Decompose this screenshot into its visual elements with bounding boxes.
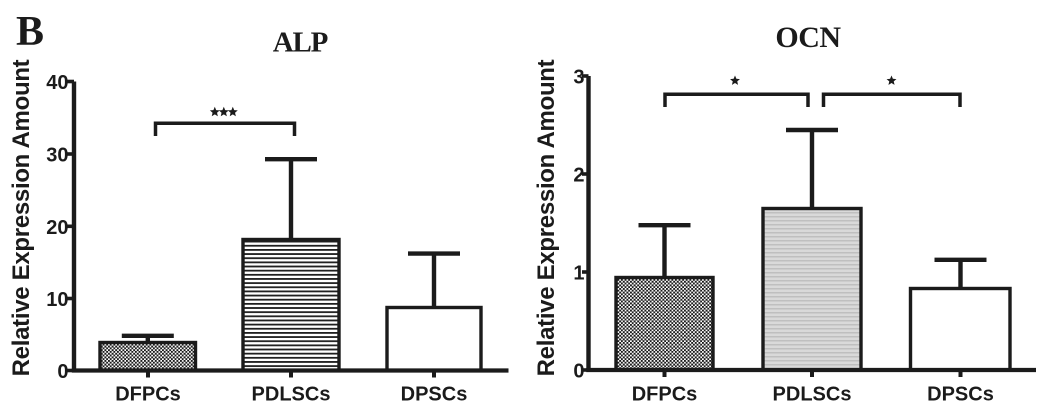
- svg-text:DFPCs: DFPCs: [115, 384, 181, 406]
- svg-text:B: B: [16, 9, 44, 55]
- svg-text:2: 2: [573, 165, 584, 187]
- svg-text:OCN: OCN: [775, 21, 841, 54]
- svg-text:Relative Expression Amount: Relative Expression Amount: [533, 59, 560, 376]
- svg-text:1: 1: [573, 263, 584, 285]
- svg-text:ALP: ALP: [273, 27, 328, 59]
- svg-text:40: 40: [46, 72, 68, 94]
- svg-text:DPSCs: DPSCs: [927, 384, 994, 406]
- svg-text:PDLSCs: PDLSCs: [773, 384, 852, 406]
- svg-text:DPSCs: DPSCs: [401, 384, 468, 406]
- svg-text:3: 3: [573, 67, 584, 89]
- svg-text:30: 30: [46, 145, 68, 167]
- svg-text:PDLSCs: PDLSCs: [252, 384, 331, 406]
- svg-text:DFPCs: DFPCs: [632, 384, 698, 406]
- svg-text:20: 20: [46, 217, 68, 239]
- svg-text:0: 0: [573, 361, 584, 383]
- svg-text:Relative Expression Amount: Relative Expression Amount: [8, 59, 35, 376]
- svg-text:10: 10: [46, 289, 68, 311]
- svg-text:0: 0: [57, 361, 68, 383]
